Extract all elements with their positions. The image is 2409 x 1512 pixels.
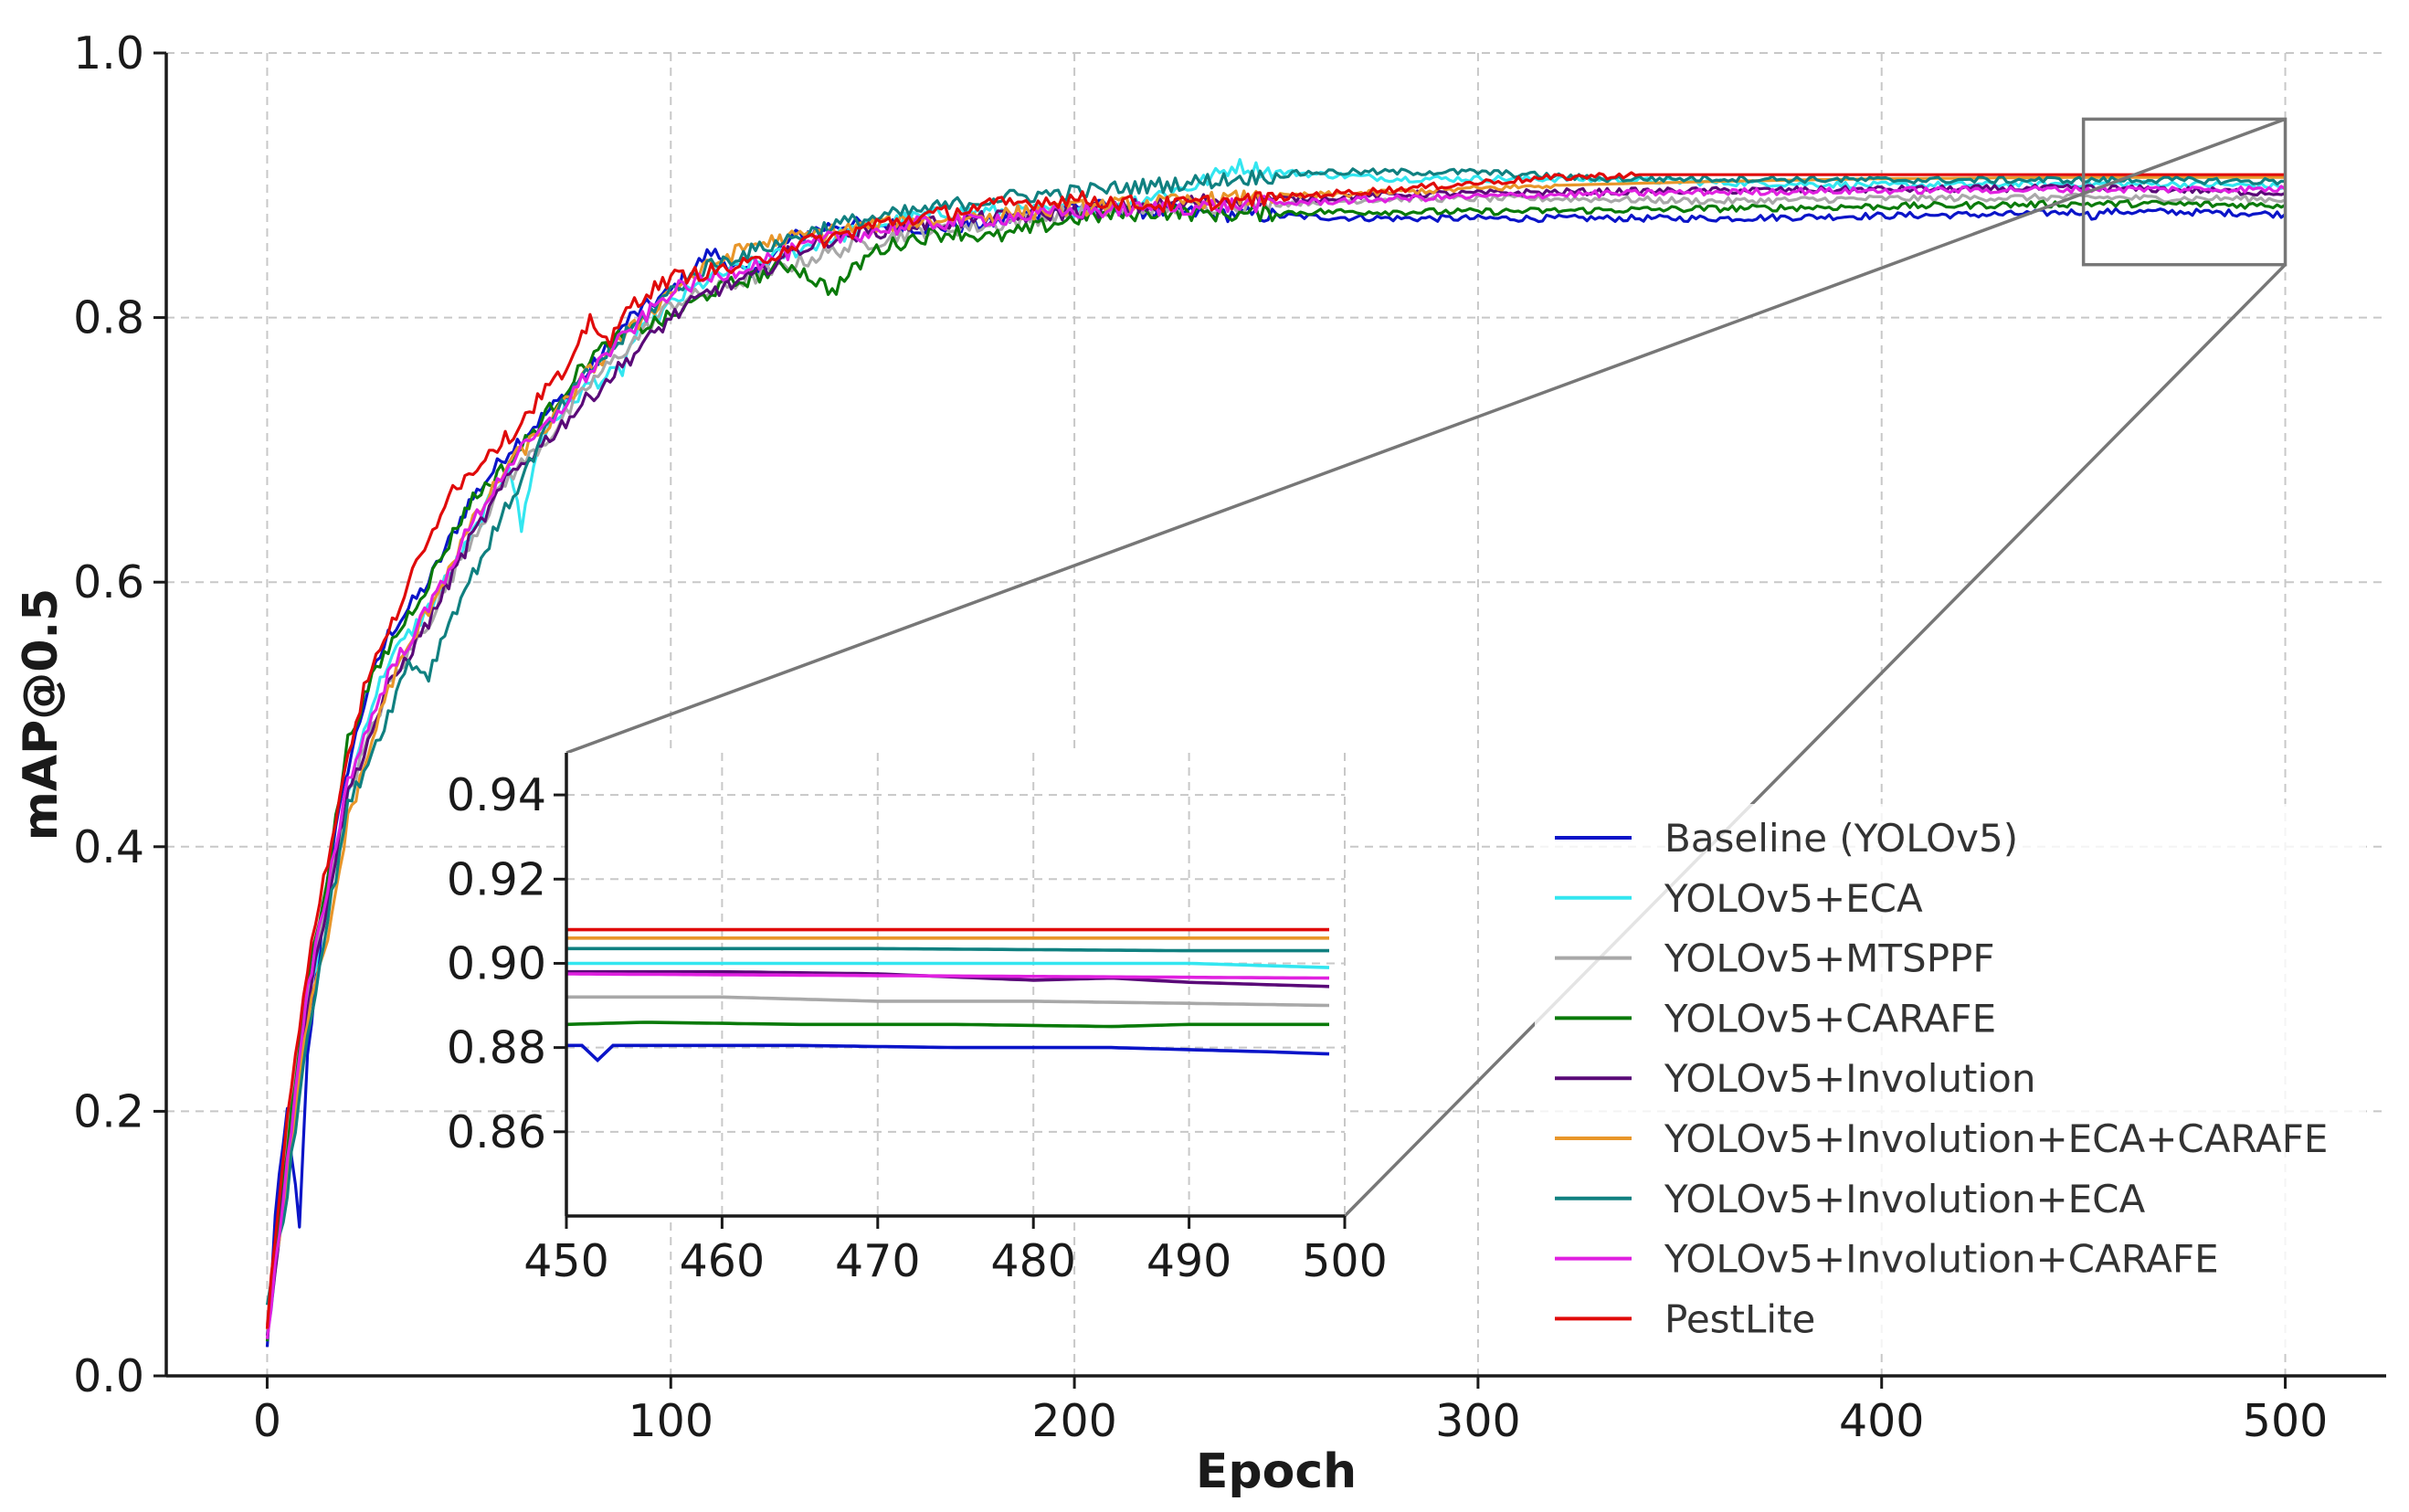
legend-label-yolov5-carafe: YOLOv5+CARAFE: [1664, 996, 1996, 1041]
inset-line-yolov5-involution-carafe: [566, 972, 1330, 980]
legend-label-yolov5-involution-eca-carafe: YOLOv5+Involution+ECA+CARAFE: [1664, 1116, 2328, 1161]
inset-x-tick-label: 500: [1302, 1235, 1388, 1287]
inset-zoom-plot: 450 460 470 480 490 500 0.86 0.88 0.90 0.92 0.94: [447, 753, 1388, 1287]
x-tick-label: 100: [629, 1395, 714, 1447]
x-tick-label: 500: [2243, 1395, 2329, 1447]
x-axis-label: Epoch: [1196, 1444, 1357, 1499]
main-axes: 0 100 200 300 400 500 0.0 0.2 0.4 0.6 0.8 1.0: [73, 27, 2386, 1447]
legend-label-yolov5-involution-eca: YOLOv5+Involution+ECA: [1664, 1177, 2145, 1221]
series-line-yolov5-eca: [265, 158, 2287, 1336]
legend-label-yolov5-involution-carafe: YOLOv5+Involution+CARAFE: [1664, 1237, 2219, 1282]
inset-x-tick-label: 470: [835, 1235, 921, 1287]
y-tick-label: 0.4: [73, 821, 144, 873]
inset-x-tick-label: 460: [680, 1235, 766, 1287]
series-line-pestlite: [265, 171, 2286, 1329]
legend-label-yolov5-mtsppf: YOLOv5+MTSPPF: [1664, 936, 1995, 981]
inset-y-tick-label: 0.92: [447, 853, 546, 905]
legend-label-yolov5-eca: YOLOv5+ECA: [1664, 876, 1923, 921]
inset-x-tick-label: 480: [990, 1235, 1076, 1287]
inset-line-yolov5-mtsppf: [566, 995, 1330, 1008]
y-tick-label: 1.0: [73, 27, 144, 79]
inset-line-yolov5-eca: [566, 961, 1330, 969]
zoom-connector-bottom: [1343, 263, 2287, 1218]
y-axis-label: mAP@0.5: [14, 588, 69, 841]
x-tick-label: 200: [1031, 1395, 1117, 1447]
inset-x-tick-label: 490: [1146, 1235, 1232, 1287]
inset-line-baseline-yolov5: [566, 1043, 1330, 1063]
inset-line-yolov5-involution-eca: [566, 946, 1329, 953]
inset-y-tick-label: 0.86: [447, 1106, 546, 1158]
x-tick-label: 400: [1839, 1395, 1925, 1447]
inset-y-tick-label: 0.94: [447, 769, 546, 821]
legend-label-yolov5-involution: YOLOv5+Involution: [1664, 1056, 2035, 1101]
legend-background: [1535, 804, 2366, 1352]
x-tick-label: 0: [253, 1395, 281, 1447]
inset-y-tick-label: 0.90: [447, 937, 546, 989]
inset-y-tick-label: 0.88: [447, 1022, 546, 1074]
x-tick-label: 300: [1435, 1395, 1521, 1447]
series-line-yolov5-carafe: [265, 199, 2287, 1342]
y-tick-label: 0.6: [73, 556, 144, 608]
series-line-yolov5-mtsppf: [265, 192, 2287, 1326]
inset-x-tick-label: 450: [523, 1235, 609, 1287]
inset-line-yolov5-carafe: [565, 1020, 1329, 1029]
legend-label-pestlite: PestLite: [1664, 1296, 1815, 1341]
legend: Baseline (YOLOv5) YOLOv5+ECA YOLOv5+MTSPPF…: [1535, 804, 2366, 1352]
y-tick-label: 0.0: [73, 1350, 144, 1402]
series-line-yolov5-involution-eca: [265, 167, 2286, 1306]
series-line-yolov5-involution-carafe: [265, 185, 2287, 1339]
zoom-connectors: [565, 117, 2287, 1218]
y-tick-label: 0.8: [73, 292, 144, 344]
legend-label-baseline-yolov5: Baseline (YOLOv5): [1664, 816, 2018, 861]
main-series-group: [265, 158, 2287, 1348]
y-tick-label: 0.2: [73, 1085, 144, 1137]
zoom-connector-top: [565, 117, 2287, 755]
